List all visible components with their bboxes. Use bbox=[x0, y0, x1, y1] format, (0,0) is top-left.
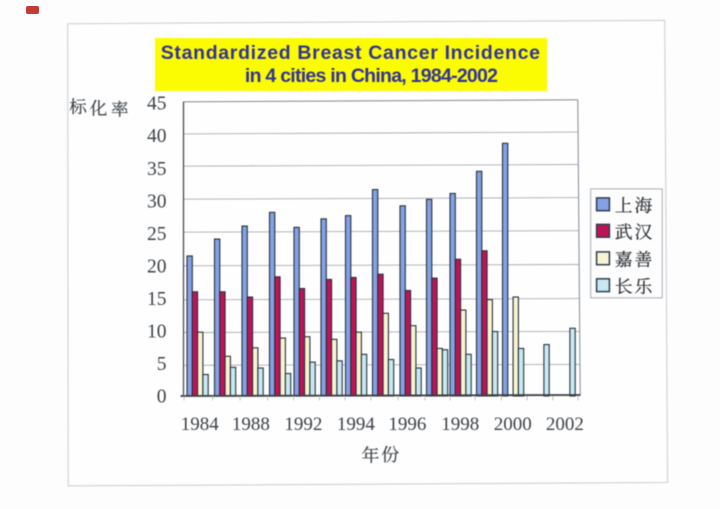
svg-text:20: 20 bbox=[147, 257, 167, 278]
svg-text:1992: 1992 bbox=[284, 414, 322, 435]
svg-text:35: 35 bbox=[147, 159, 167, 180]
svg-text:45: 45 bbox=[147, 94, 167, 115]
svg-text:30: 30 bbox=[147, 191, 167, 212]
svg-text:5: 5 bbox=[157, 354, 167, 375]
svg-text:1994: 1994 bbox=[337, 414, 376, 435]
svg-text:1984: 1984 bbox=[181, 414, 220, 435]
svg-text:10: 10 bbox=[147, 322, 167, 343]
svg-text:15: 15 bbox=[147, 289, 167, 310]
svg-text:1998: 1998 bbox=[441, 414, 479, 435]
svg-text:1996: 1996 bbox=[388, 414, 426, 435]
svg-text:0: 0 bbox=[157, 387, 167, 408]
svg-text:1988: 1988 bbox=[232, 414, 270, 435]
svg-text:2000: 2000 bbox=[494, 414, 532, 435]
svg-text:2002: 2002 bbox=[546, 414, 584, 435]
svg-text:25: 25 bbox=[147, 224, 167, 245]
svg-text:40: 40 bbox=[147, 126, 167, 147]
